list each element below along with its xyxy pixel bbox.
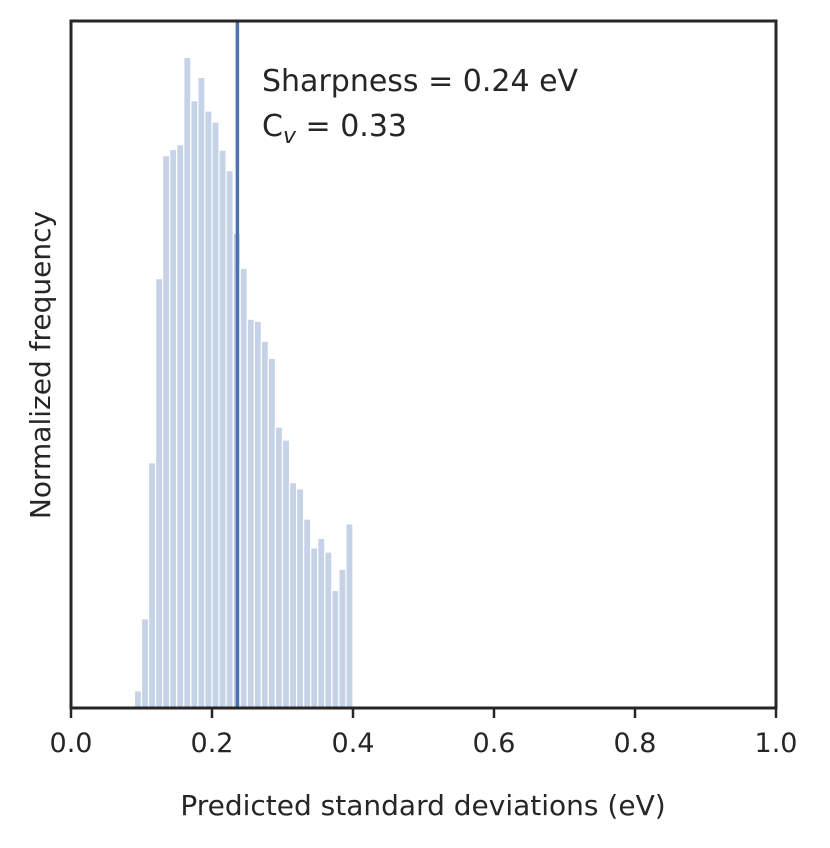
histogram-bar	[197, 76, 206, 709]
x-tick-label: 0.4	[332, 728, 375, 759]
annotation-sharpness: Sharpness = 0.24 eV	[262, 64, 579, 99]
histogram-bar	[317, 537, 326, 709]
y-axis-label: Normalized frequency	[24, 211, 57, 519]
histogram-bar	[204, 110, 213, 709]
histogram-bar	[239, 267, 248, 709]
x-tick-label: 0.6	[473, 728, 516, 759]
plot-frame	[69, 19, 778, 710]
histogram-bar	[140, 618, 150, 709]
histogram-bar	[162, 155, 171, 709]
histogram-bar	[260, 340, 270, 709]
histogram-bar	[324, 551, 333, 709]
annotation-cv-subscript: v	[283, 124, 297, 149]
histogram-bar	[190, 100, 199, 709]
histogram-bar	[176, 144, 185, 709]
histogram-bar	[253, 320, 262, 709]
histogram-bar	[274, 426, 284, 709]
x-tick-label: 0.8	[614, 728, 657, 759]
histogram-bar	[331, 589, 340, 709]
histogram-bar	[218, 149, 227, 709]
histogram-bar	[288, 482, 298, 709]
histogram-bar	[133, 690, 143, 709]
histogram-bar	[296, 488, 305, 709]
annotation-cv-prefix: C	[262, 109, 283, 144]
histogram-bar	[267, 357, 277, 709]
histogram-bar	[147, 462, 157, 709]
histogram-bar	[345, 523, 354, 709]
x-tick-label: 0.2	[191, 728, 234, 759]
histogram-bar	[310, 547, 319, 709]
x-axis-ticks: 0.0 0.2 0.4 0.6 0.8 1.0	[50, 708, 798, 759]
histogram-bar	[183, 56, 192, 709]
histogram-bar	[211, 121, 220, 709]
x-tick-label: 1.0	[755, 728, 798, 759]
histogram-bar	[155, 278, 164, 709]
histogram-bar	[338, 568, 347, 709]
histogram-bar	[303, 518, 312, 709]
histogram-bar	[169, 148, 178, 709]
histogram-bars	[133, 56, 354, 709]
x-axis-label: Predicted standard deviations (eV)	[180, 789, 665, 822]
annotation-cv: Cv = 0.33	[262, 109, 407, 149]
x-tick-label: 0.0	[50, 728, 93, 759]
histogram-bar	[281, 439, 291, 709]
histogram-bar	[225, 170, 234, 709]
histogram-bar	[246, 318, 255, 709]
annotation-cv-value: = 0.33	[296, 109, 407, 144]
